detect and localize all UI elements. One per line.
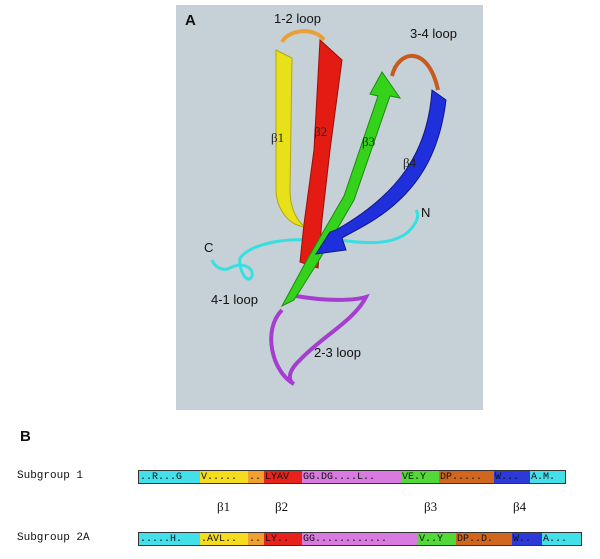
subgroup-2a-sequence: .....H. .AVL.. .. LY.. GG............ V.… bbox=[138, 532, 582, 546]
strand-beta2-label: β2 bbox=[314, 124, 328, 139]
seq-segment: DP..D. bbox=[456, 532, 512, 546]
strand-beta4-label: β4 bbox=[403, 155, 417, 170]
strand-beta3 bbox=[280, 71, 402, 308]
seq-segment: .....H. bbox=[138, 532, 200, 546]
seq-segment: V..... bbox=[200, 470, 248, 484]
seq-segment: .. bbox=[248, 470, 264, 484]
subgroup-1-name: Subgroup 1 bbox=[17, 470, 84, 482]
seq-segment: W.. bbox=[512, 532, 542, 546]
n-terminus bbox=[329, 209, 420, 245]
seq-segment: W... bbox=[494, 470, 530, 484]
seq-segment: VE.Y bbox=[401, 470, 439, 484]
subgroup-1-sequence: ..R...G V..... .. LYAV GG.DG....L.. VE.Y… bbox=[138, 470, 566, 484]
c-terminus bbox=[210, 238, 313, 281]
subgroup-2a-name: Subgroup 2A bbox=[17, 532, 90, 544]
beta1-label: β1 bbox=[217, 499, 231, 514]
beta3-label: β3 bbox=[424, 499, 438, 514]
seq-segment: .AVL.. bbox=[200, 532, 248, 546]
seq-segment: DP..... bbox=[439, 470, 494, 484]
n-terminus-label: N bbox=[421, 205, 431, 220]
loop-3-4 bbox=[390, 53, 440, 91]
seq-segment: ..R...G bbox=[138, 470, 200, 484]
loop-1-2-label: 1-2 loop bbox=[274, 11, 321, 26]
strand-beta4 bbox=[315, 89, 447, 255]
seq-segment: GG.DG....L.. bbox=[302, 470, 401, 484]
seq-segment: V..Y bbox=[418, 532, 456, 546]
strand-beta1-label: β1 bbox=[271, 130, 285, 145]
beta4-label: β4 bbox=[513, 499, 527, 514]
seq-segment: LY.. bbox=[264, 532, 302, 546]
seq-segment: A... bbox=[542, 532, 582, 546]
seq-segment: LYAV bbox=[264, 470, 302, 484]
panel-b-label: B bbox=[20, 428, 31, 445]
loop-2-3-label: 2-3 loop bbox=[314, 345, 361, 360]
seq-segment: GG............ bbox=[302, 532, 418, 546]
c-terminus-label: C bbox=[204, 240, 214, 255]
loop-3-4-label: 3-4 loop bbox=[410, 26, 457, 41]
panel-a-label: A bbox=[185, 12, 196, 29]
loop-2-3 bbox=[269, 293, 370, 386]
loop-1-2 bbox=[280, 29, 326, 44]
strand-beta2 bbox=[299, 38, 343, 269]
seq-segment: .. bbox=[248, 532, 264, 546]
loop-4-1-label: 4-1 loop bbox=[211, 292, 258, 307]
strand-beta3-label: β3 bbox=[362, 134, 376, 149]
beta2-label: β2 bbox=[275, 499, 289, 514]
seq-segment: A.M. bbox=[530, 470, 566, 484]
